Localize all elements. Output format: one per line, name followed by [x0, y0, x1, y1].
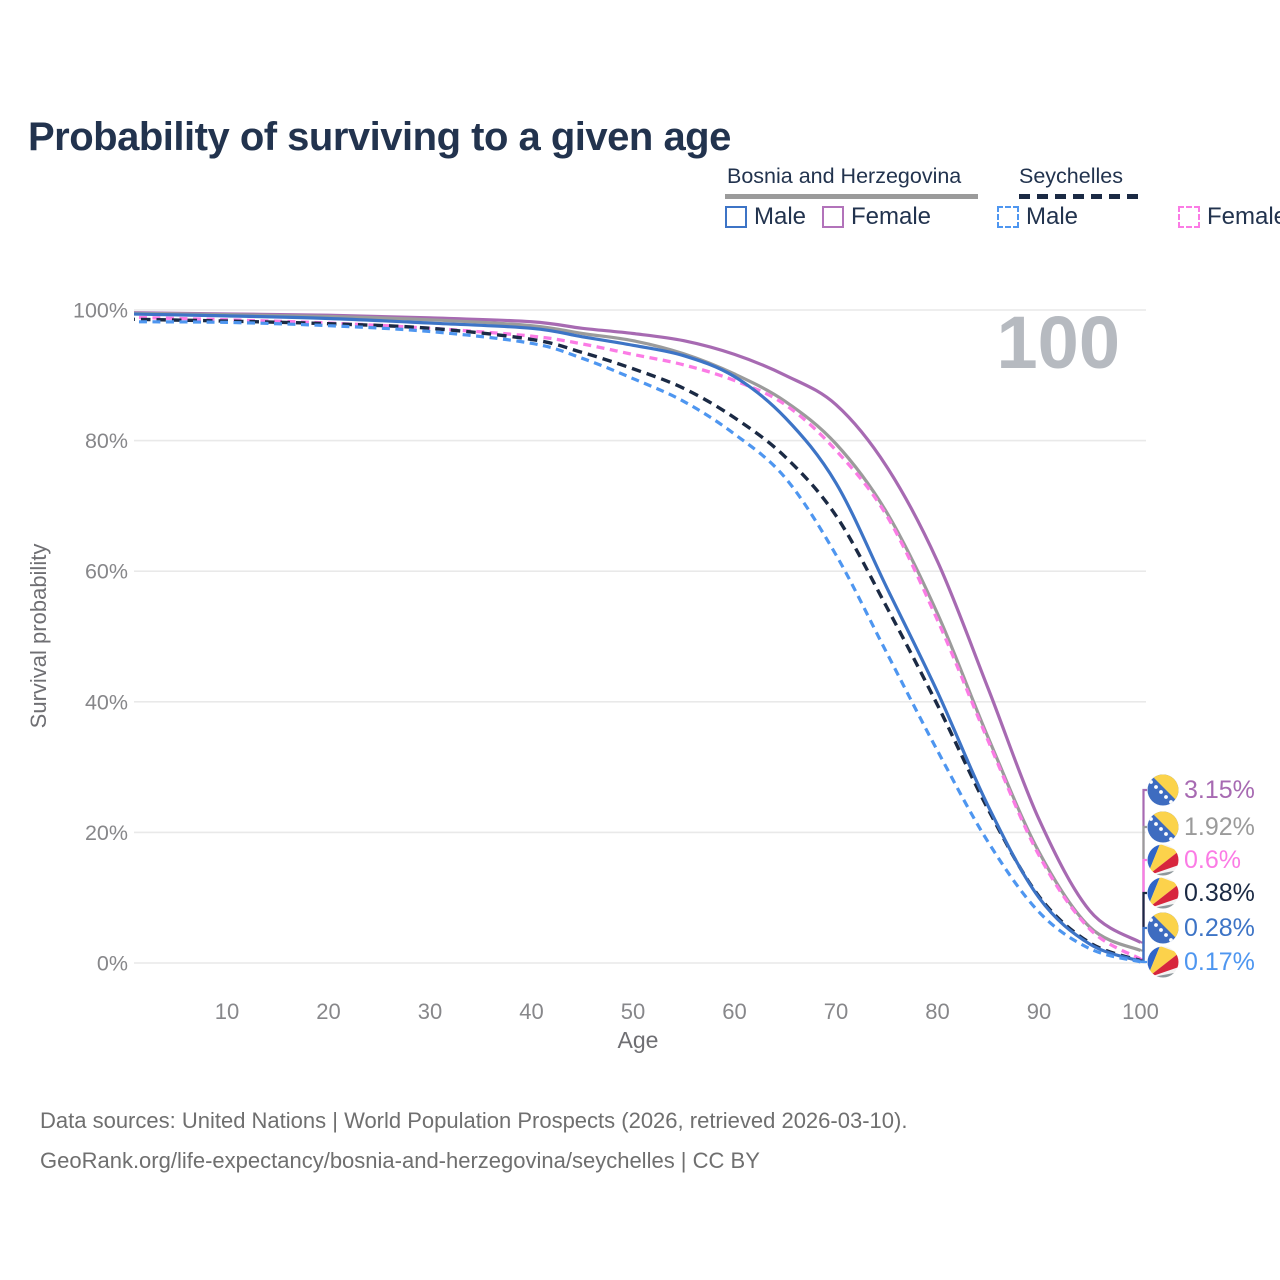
y-tick-label: 40% [85, 690, 128, 714]
legend-bosnia-linestyle-solid [725, 194, 978, 199]
x-tick-label: 20 [316, 999, 340, 1024]
bosnia-flag-icon [1147, 912, 1179, 944]
y-tick-label: 60% [85, 560, 128, 584]
seychelles-flag-icon [1147, 844, 1179, 876]
end-label-connector [1140, 926, 1147, 963]
legend-label-seychelles-female: Female [1207, 203, 1280, 230]
end-value-label: 0.38% [1184, 879, 1255, 907]
x-axis-tick-labels: 10 20 30 40 50 60 70 80 90 100 [215, 999, 1159, 1024]
y-axis-tick-labels: 0% 20% 40% 60% 80% 100% [73, 299, 128, 976]
legend-item-seychelles-female[interactable]: Female [1178, 205, 1280, 229]
series-line-seychelles-female[interactable] [126, 315, 1142, 961]
page-title: Probability of surviving to a given age [28, 114, 731, 159]
legend-item-bosnia-male[interactable]: Male [725, 205, 806, 229]
y-tick-label: 0% [97, 952, 128, 976]
legend-swatch-bosnia-male [725, 206, 747, 228]
x-tick-label: 70 [824, 999, 848, 1024]
x-tick-label: 60 [722, 999, 746, 1024]
x-tick-label: 10 [215, 999, 239, 1024]
end-value-labels: 3.15% 1.92% 0.6% 0.38% 0.28% 0.17% [1140, 774, 1255, 978]
x-tick-label: 100 [1122, 999, 1159, 1024]
bosnia-flag-icon [1147, 811, 1179, 843]
end-value-label: 3.15% [1184, 776, 1255, 804]
legend-label-bosnia-female: Female [851, 203, 932, 230]
attribution-link: GeoRank.org/life-expectancy/bosnia-and-h… [40, 1148, 760, 1173]
series-line-seychelles[interactable] [126, 317, 1142, 963]
x-tick-label: 80 [925, 999, 949, 1024]
x-tick-label: 90 [1027, 999, 1051, 1024]
gridlines [134, 309, 1146, 964]
current-age-indicator: 100 [997, 301, 1120, 384]
end-value-label: 0.17% [1184, 948, 1255, 976]
series-line-bosnia-and-herzegovina[interactable] [126, 311, 1142, 952]
seychelles-flag-icon [1147, 946, 1179, 978]
y-tick-label: 100% [73, 299, 128, 323]
legend-label-bosnia-male: Male [754, 203, 807, 230]
legend-country-seychelles-label: Seychelles [1019, 164, 1123, 188]
legend-label-seychelles-male: Male [1026, 203, 1079, 230]
series-line-seychelles-male[interactable] [126, 320, 1141, 964]
y-axis-title: Survival probability [26, 544, 51, 729]
data-sources-note: Data sources: United Nations | World Pop… [40, 1108, 908, 1133]
x-axis-title: Age [618, 1027, 659, 1053]
series-lines [126, 311, 1142, 964]
legend-item-bosnia-female[interactable]: Female [822, 205, 931, 229]
bosnia-flag-icon [1147, 774, 1179, 806]
legend-swatch-seychelles-male [997, 206, 1019, 228]
legend-country-bosnia: Bosnia and Herzegovina [727, 164, 961, 189]
x-tick-label: 40 [519, 999, 543, 1024]
legend-swatch-bosnia-female [822, 206, 844, 228]
legend-swatch-seychelles-female [1178, 206, 1200, 228]
series-line-bosnia-and-herzegovina-female[interactable] [126, 311, 1142, 944]
end-value-label: 0.28% [1184, 914, 1255, 942]
legend-item-seychelles-male[interactable]: Male [997, 205, 1078, 229]
y-tick-label: 20% [85, 821, 128, 845]
legend-country-seychelles: Seychelles [1019, 164, 1123, 189]
series-line-bosnia-and-herzegovina-male[interactable] [126, 312, 1142, 963]
end-value-label: 1.92% [1184, 813, 1255, 841]
x-tick-label: 30 [418, 999, 442, 1024]
legend-country-bosnia-label: Bosnia and Herzegovina [727, 164, 962, 188]
y-tick-label: 80% [85, 429, 128, 453]
seychelles-flag-icon [1147, 877, 1179, 909]
x-tick-label: 50 [621, 999, 645, 1024]
legend-seychelles-linestyle-dashed [1019, 194, 1145, 199]
end-value-label: 0.6% [1184, 846, 1241, 874]
